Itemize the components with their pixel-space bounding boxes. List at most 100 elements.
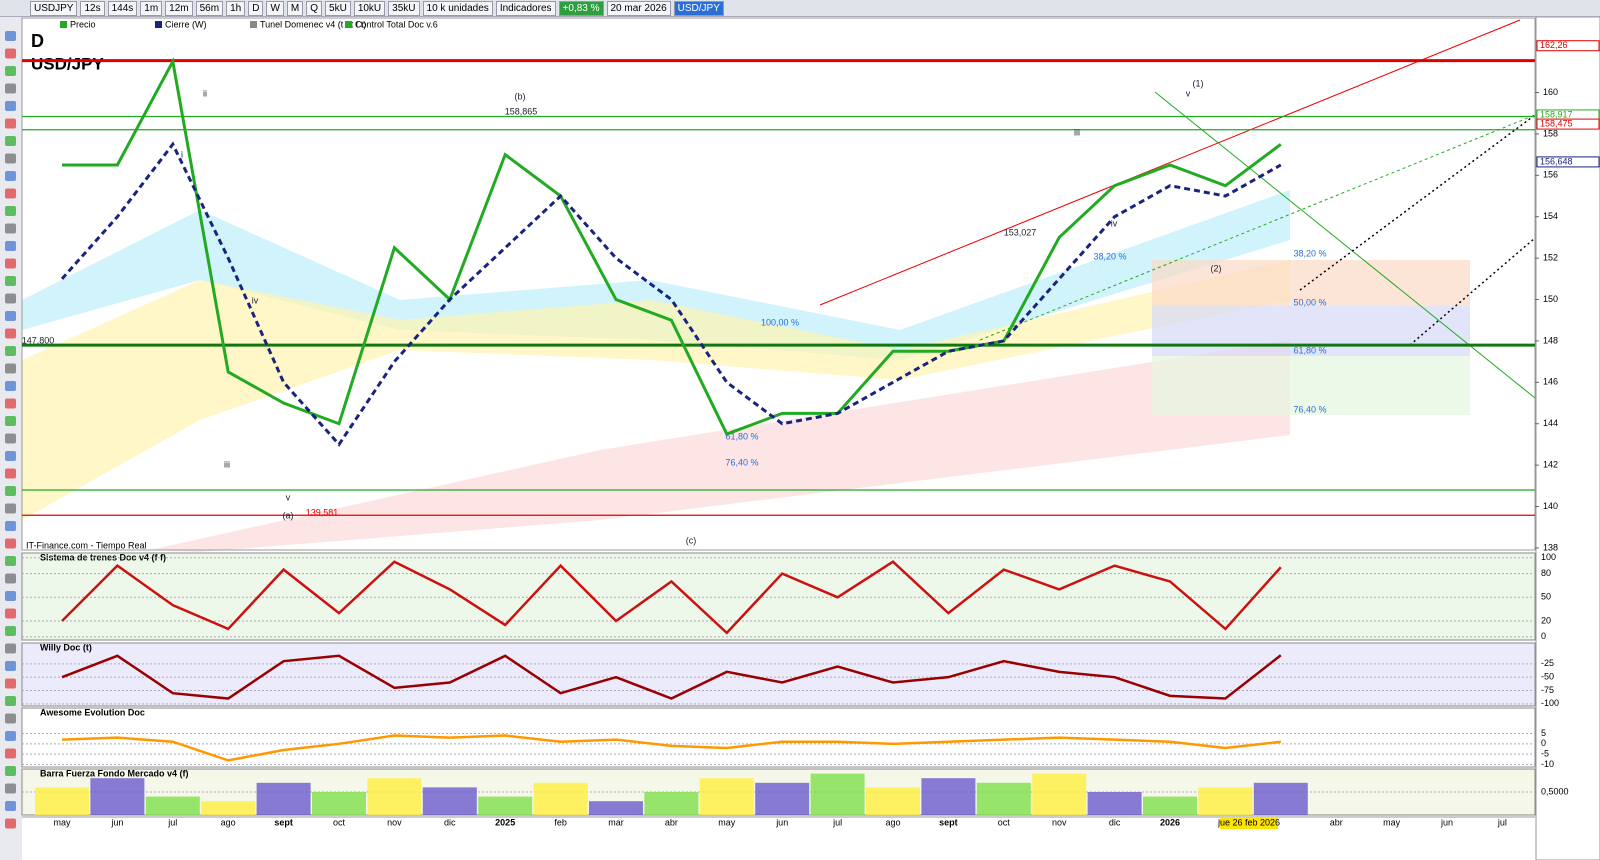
wave-annotation: (1) — [1193, 78, 1204, 88]
tool-icon[interactable] — [5, 276, 16, 286]
x-tick-label: dic — [444, 817, 456, 827]
units-select[interactable]: 10 k unidades — [422, 0, 493, 16]
y-tick-label: 158 — [1543, 128, 1558, 138]
wave-annotation: (a) — [283, 510, 294, 520]
tool-icon[interactable] — [5, 223, 16, 234]
tool-icon[interactable] — [5, 66, 16, 76]
tool-icon[interactable] — [5, 206, 16, 216]
tool-icon[interactable] — [5, 591, 16, 601]
tool-icon[interactable] — [5, 188, 16, 199]
indicators-button[interactable]: Indicadores — [495, 0, 556, 16]
wave-annotation: iv — [252, 295, 259, 305]
tool-icon[interactable] — [5, 48, 16, 59]
interval-button[interactable]: 10kU — [353, 0, 386, 16]
price-label-box — [1536, 156, 1600, 168]
tool-icon[interactable] — [5, 801, 16, 811]
y-tick-label: 142 — [1543, 460, 1558, 470]
force-bar — [478, 796, 533, 815]
symbol-select[interactable]: USDJPY — [30, 0, 78, 16]
tool-icon[interactable] — [5, 258, 16, 269]
x-tick-label: dic — [1109, 817, 1121, 827]
plot-frame — [21, 17, 1536, 551]
interval-button[interactable]: D — [248, 0, 264, 16]
y-tick-label: 152 — [1543, 252, 1558, 262]
interval-button[interactable]: 144s — [107, 0, 138, 16]
tool-icon[interactable] — [5, 101, 16, 111]
x-tick-label: ago — [221, 817, 236, 827]
tool-icon[interactable] — [5, 503, 16, 514]
force-bar — [533, 782, 588, 815]
tool-icon[interactable] — [5, 783, 16, 794]
tool-icon[interactable] — [5, 416, 16, 426]
tool-icon[interactable] — [5, 608, 16, 619]
tool-icon[interactable] — [5, 346, 16, 356]
interval-button[interactable]: 12m — [165, 0, 193, 16]
x-tick-label: may — [53, 817, 71, 827]
interval-button[interactable]: 12s — [80, 0, 105, 16]
panel-title: Barra Fuerza Fondo Mercado v4 (f) — [40, 768, 189, 778]
tool-icon[interactable] — [5, 468, 16, 479]
force-bar — [1087, 792, 1142, 815]
tool-icon[interactable] — [5, 766, 16, 776]
interval-button[interactable]: 1h — [226, 0, 246, 16]
tool-icon[interactable] — [5, 748, 16, 759]
tool-icon[interactable] — [5, 31, 16, 41]
x-tick-label: may — [1383, 817, 1401, 827]
force-bar — [1253, 782, 1308, 815]
tool-icon[interactable] — [5, 678, 16, 689]
panel-tick-label: 20 — [1541, 615, 1551, 625]
tool-icon[interactable] — [5, 293, 16, 304]
tool-icon[interactable] — [5, 626, 16, 636]
tool-icon[interactable] — [5, 713, 16, 724]
tool-icon[interactable] — [5, 538, 16, 549]
force-bar — [35, 787, 89, 815]
x-tick-label: oct — [333, 817, 346, 827]
interval-button[interactable]: M — [286, 0, 304, 16]
wave-annotation: 76,40 % — [1293, 404, 1326, 414]
tool-icon[interactable] — [5, 398, 16, 409]
tool-icon[interactable] — [5, 83, 16, 94]
tool-icon[interactable] — [5, 118, 16, 129]
price-line — [62, 56, 1282, 436]
wave-annotation: 61,80 % — [725, 431, 758, 441]
tool-icon[interactable] — [5, 363, 16, 374]
wave-annotation: 38,20 % — [1293, 248, 1326, 258]
tool-icon[interactable] — [5, 486, 16, 496]
legend-entry: Control Total Doc v.6 — [355, 19, 438, 29]
tool-icon[interactable] — [5, 381, 16, 391]
tool-icon[interactable] — [5, 171, 16, 181]
tool-icon[interactable] — [5, 328, 16, 339]
panel-title: Willy Doc (t) — [40, 642, 92, 652]
tool-icon[interactable] — [5, 643, 16, 654]
chart-subtitle: USD/JPY — [31, 54, 104, 73]
panel-tick-label: 100 — [1541, 552, 1556, 562]
tool-icon[interactable] — [5, 136, 16, 146]
x-tick-label: may — [718, 817, 736, 827]
tool-icon[interactable] — [5, 818, 16, 829]
tool-icon[interactable] — [5, 451, 16, 461]
tool-icon[interactable] — [5, 696, 16, 706]
tool-icon[interactable] — [5, 521, 16, 531]
tool-icon[interactable] — [5, 661, 16, 671]
interval-button[interactable]: 35kU — [388, 0, 420, 16]
tool-icon[interactable] — [5, 241, 16, 251]
interval-button[interactable]: 5kU — [325, 0, 351, 16]
interval-button[interactable]: W — [266, 0, 284, 16]
tool-icon[interactable] — [5, 556, 16, 566]
force-bar — [921, 778, 976, 815]
interval-button[interactable]: 1m — [140, 0, 163, 16]
force-bar — [145, 796, 200, 815]
tool-icon[interactable] — [5, 731, 16, 741]
source-label: IT-Finance.com - Tiempo Real — [26, 540, 147, 550]
interval-button[interactable]: 56m — [195, 0, 224, 16]
wave-annotation: iv — [1111, 218, 1118, 228]
force-bar — [810, 773, 865, 815]
interval-button[interactable]: Q — [306, 0, 323, 16]
force-bar — [1198, 787, 1253, 815]
panel-tick-label: -5 — [1541, 749, 1549, 759]
panel-tick-label: 0 — [1541, 738, 1546, 748]
tool-icon[interactable] — [5, 433, 16, 444]
tool-icon[interactable] — [5, 311, 16, 321]
tool-icon[interactable] — [5, 573, 16, 584]
tool-icon[interactable] — [5, 153, 16, 164]
